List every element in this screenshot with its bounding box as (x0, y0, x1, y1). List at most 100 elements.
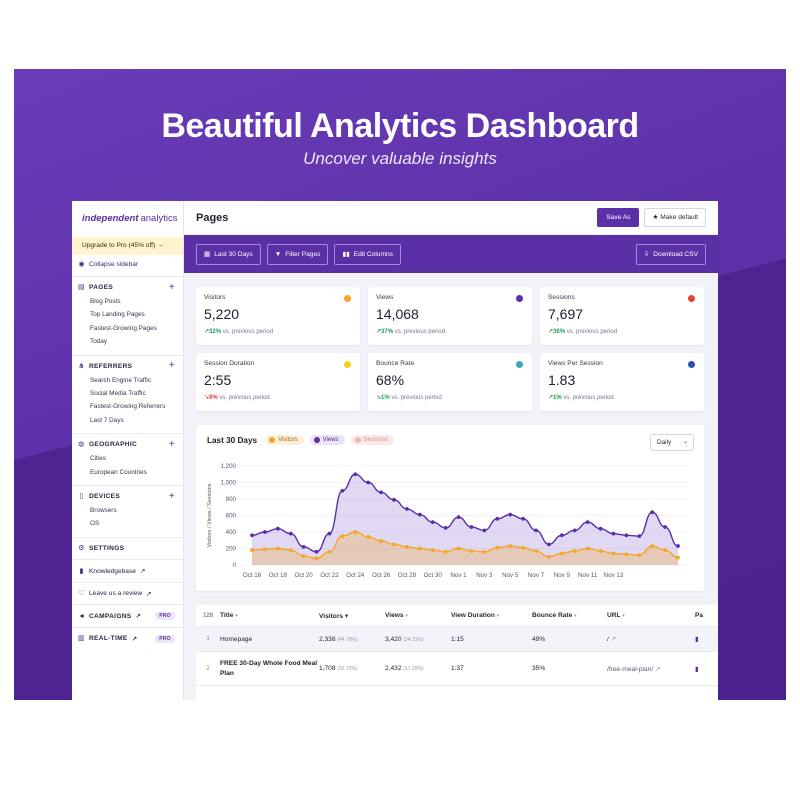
legend-dot-icon (354, 437, 361, 443)
table-row[interactable]: 2 FREE 30-Day Whole Food Meal Plan 1,708… (196, 652, 718, 686)
download-csv-button[interactable]: ⇩ Download CSV (635, 243, 706, 265)
visitors-point (676, 555, 680, 560)
x-tick-label: Nov 1 (450, 572, 467, 579)
y-tick-label: 0 (233, 562, 237, 569)
make-default-button[interactable]: ★ Make default (644, 208, 706, 227)
add-report-button[interactable]: + (168, 360, 175, 372)
cell-bounce: 35% (532, 665, 546, 672)
section-header-devices[interactable]: ▯ DEVICES + (78, 490, 175, 502)
filter-icon: ▼ (274, 250, 282, 258)
sidebar: independent analytics Upgrade to Pro (45… (72, 201, 184, 700)
sidebar-item-real-time[interactable]: ▥ REAL-TIME ↗ PRO (72, 626, 183, 650)
table-row[interactable]: 1 Homepage 2,338 (44.78%) 3,420 (24.31%)… (196, 627, 718, 652)
views-point (250, 533, 254, 538)
download-label: Download CSV (653, 250, 698, 258)
sidebar-item-search-engine-traffic[interactable]: Search Engine Traffic (90, 376, 151, 384)
upgrade-link[interactable]: Upgrade to Pro (45% off) → (72, 237, 183, 255)
add-report-button[interactable]: + (168, 490, 175, 502)
column-header-pa[interactable]: Pa (695, 612, 704, 619)
visitors-point (598, 549, 603, 553)
sidebar-item-social-media-traffic[interactable]: Social Media Traffic (90, 390, 146, 398)
stat-card-session-duration[interactable]: Session Duration 2:55 ↘9% vs. previous p… (196, 353, 360, 411)
row-number: 2 (206, 665, 210, 672)
column-header-url[interactable]: URL ▾ (607, 612, 695, 619)
views-point (417, 512, 422, 517)
pro-badge: PRO (155, 634, 175, 643)
x-tick-label: Oct 30 (424, 572, 443, 579)
sidebar-item-cities[interactable]: Cities (90, 455, 106, 463)
section-title: DEVICES (89, 493, 121, 501)
page-icon[interactable]: ▮ (695, 665, 699, 673)
add-report-button[interactable]: + (168, 281, 175, 293)
views-pct: (24.31%) (403, 636, 424, 643)
column-label: Title (220, 612, 234, 619)
legend-toggle-views[interactable]: Views (309, 435, 345, 445)
sidebar-item-campaigns[interactable]: ◄ CAMPAIGNS ↗ PRO (72, 604, 183, 627)
stat-card-bounce-rate[interactable]: Bounce Rate 68% ↘1% vs. previous period (368, 353, 532, 411)
stat-note: vs. previous period (566, 329, 618, 335)
column-header-visitors[interactable]: Visitors ▾ (319, 612, 385, 620)
sidebar-section-devices: ▯ DEVICES + Browsers OS (72, 485, 183, 537)
page-icon[interactable]: ▮ (695, 636, 699, 643)
views-point (508, 512, 513, 517)
stat-card-sessions[interactable]: Sessions 7,697 ↗36% vs. previous period (540, 287, 704, 345)
filter-pages-button[interactable]: ▼ Filter Pages (266, 243, 329, 265)
bar-chart-icon: ▥ (78, 635, 85, 643)
column-header-view-duration[interactable]: View Duration ▾ (451, 612, 532, 619)
logo[interactable]: independent analytics (72, 201, 183, 235)
x-tick-label: Oct 28 (398, 572, 417, 579)
sidebar-item-knowledgebase[interactable]: ▮ Knowledgebase ↗ (72, 559, 183, 582)
visitors-point (263, 547, 267, 552)
sidebar-item-fastest-growing-pages[interactable]: Fastest-Growing Pages (90, 324, 157, 332)
series-dot-icon (344, 361, 351, 368)
section-header-geographic[interactable]: ◍ GEOGRAPHIC + (78, 438, 175, 450)
legend-toggle-visitors[interactable]: Visitors (265, 435, 304, 445)
sidebar-item-blog-posts[interactable]: Blog Posts (90, 298, 121, 305)
series-dot-icon (688, 361, 695, 368)
sidebar-item-os[interactable]: OS (90, 520, 100, 528)
stat-card-views-per-session[interactable]: Views Per Session 1.83 ↗1% vs. previous … (540, 353, 704, 411)
legend-toggle-sessions[interactable]: Sessions (350, 435, 394, 445)
visitors-point (572, 549, 577, 553)
trend-up-icon: ↗ (204, 329, 210, 335)
x-tick-label: Oct 26 (372, 572, 391, 579)
sidebar-item-today[interactable]: Today (90, 338, 108, 346)
stat-comparison: ↘9% vs. previous period (204, 394, 352, 401)
add-report-button[interactable]: + (168, 438, 175, 450)
views-point (534, 528, 538, 533)
section-title: REFERRERS (89, 362, 133, 370)
sidebar-item-settings[interactable]: ⚙ SETTINGS (72, 536, 183, 560)
sidebar-item-fastest-growing-referrers[interactable]: Fastest-Growing Referrers (90, 403, 166, 411)
save-as-button[interactable]: Save As (597, 208, 640, 227)
visitors-point (495, 545, 500, 550)
stat-change: 36% (553, 329, 566, 335)
row-number: 1 (206, 636, 210, 642)
section-header-referrers[interactable]: ⋔ REFERRERS + (78, 360, 175, 372)
x-tick-label: Oct 18 (269, 572, 288, 579)
sidebar-item-european-countries[interactable]: European Countries (90, 468, 147, 476)
sidebar-item-browsers[interactable]: Browsers (90, 507, 117, 515)
collapse-sidebar-button[interactable]: ◉ Collapse sidebar (72, 255, 183, 268)
stat-card-views[interactable]: Views 14,068 ↗37% vs. previous period (368, 287, 532, 345)
external-link-icon: ↗ (131, 635, 138, 643)
page-title: Pages (196, 211, 229, 224)
cell-url[interactable]: /free-meal-plan/ ↗ (607, 665, 695, 673)
column-header-views[interactable]: Views ▾ (385, 612, 451, 619)
column-label: Views (385, 612, 404, 619)
edit-columns-button[interactable]: ▮▮ Edit Columns (334, 243, 401, 265)
column-header-bounce-rate[interactable]: Bounce Rate ▾ (532, 612, 607, 619)
sidebar-item-review[interactable]: ♡ Leave us a review ↗ (72, 581, 183, 605)
views-point (301, 544, 306, 549)
sidebar-item-top-landing-pages[interactable]: Top Landing Pages (90, 311, 145, 319)
sidebar-item-last-7-days[interactable]: Last 7 Days (90, 416, 124, 424)
column-header-title[interactable]: Title ▾ (220, 612, 319, 619)
stat-note: vs. previous period (563, 395, 614, 401)
section-header-pages[interactable]: ▤ PAGES + (78, 281, 175, 293)
visitors-point (314, 556, 319, 561)
sidebar-section-geographic: ◍ GEOGRAPHIC + Cities European Countries (72, 433, 183, 485)
interval-select[interactable]: Daily ⌄ (650, 434, 694, 451)
cell-url[interactable]: / ↗ (607, 635, 695, 643)
stat-card-visitors[interactable]: Visitors 5,220 ↗32% vs. previous period (196, 287, 360, 345)
external-link-icon: ↗ (135, 613, 142, 621)
date-range-button[interactable]: ▦ Last 30 Days (196, 243, 261, 265)
